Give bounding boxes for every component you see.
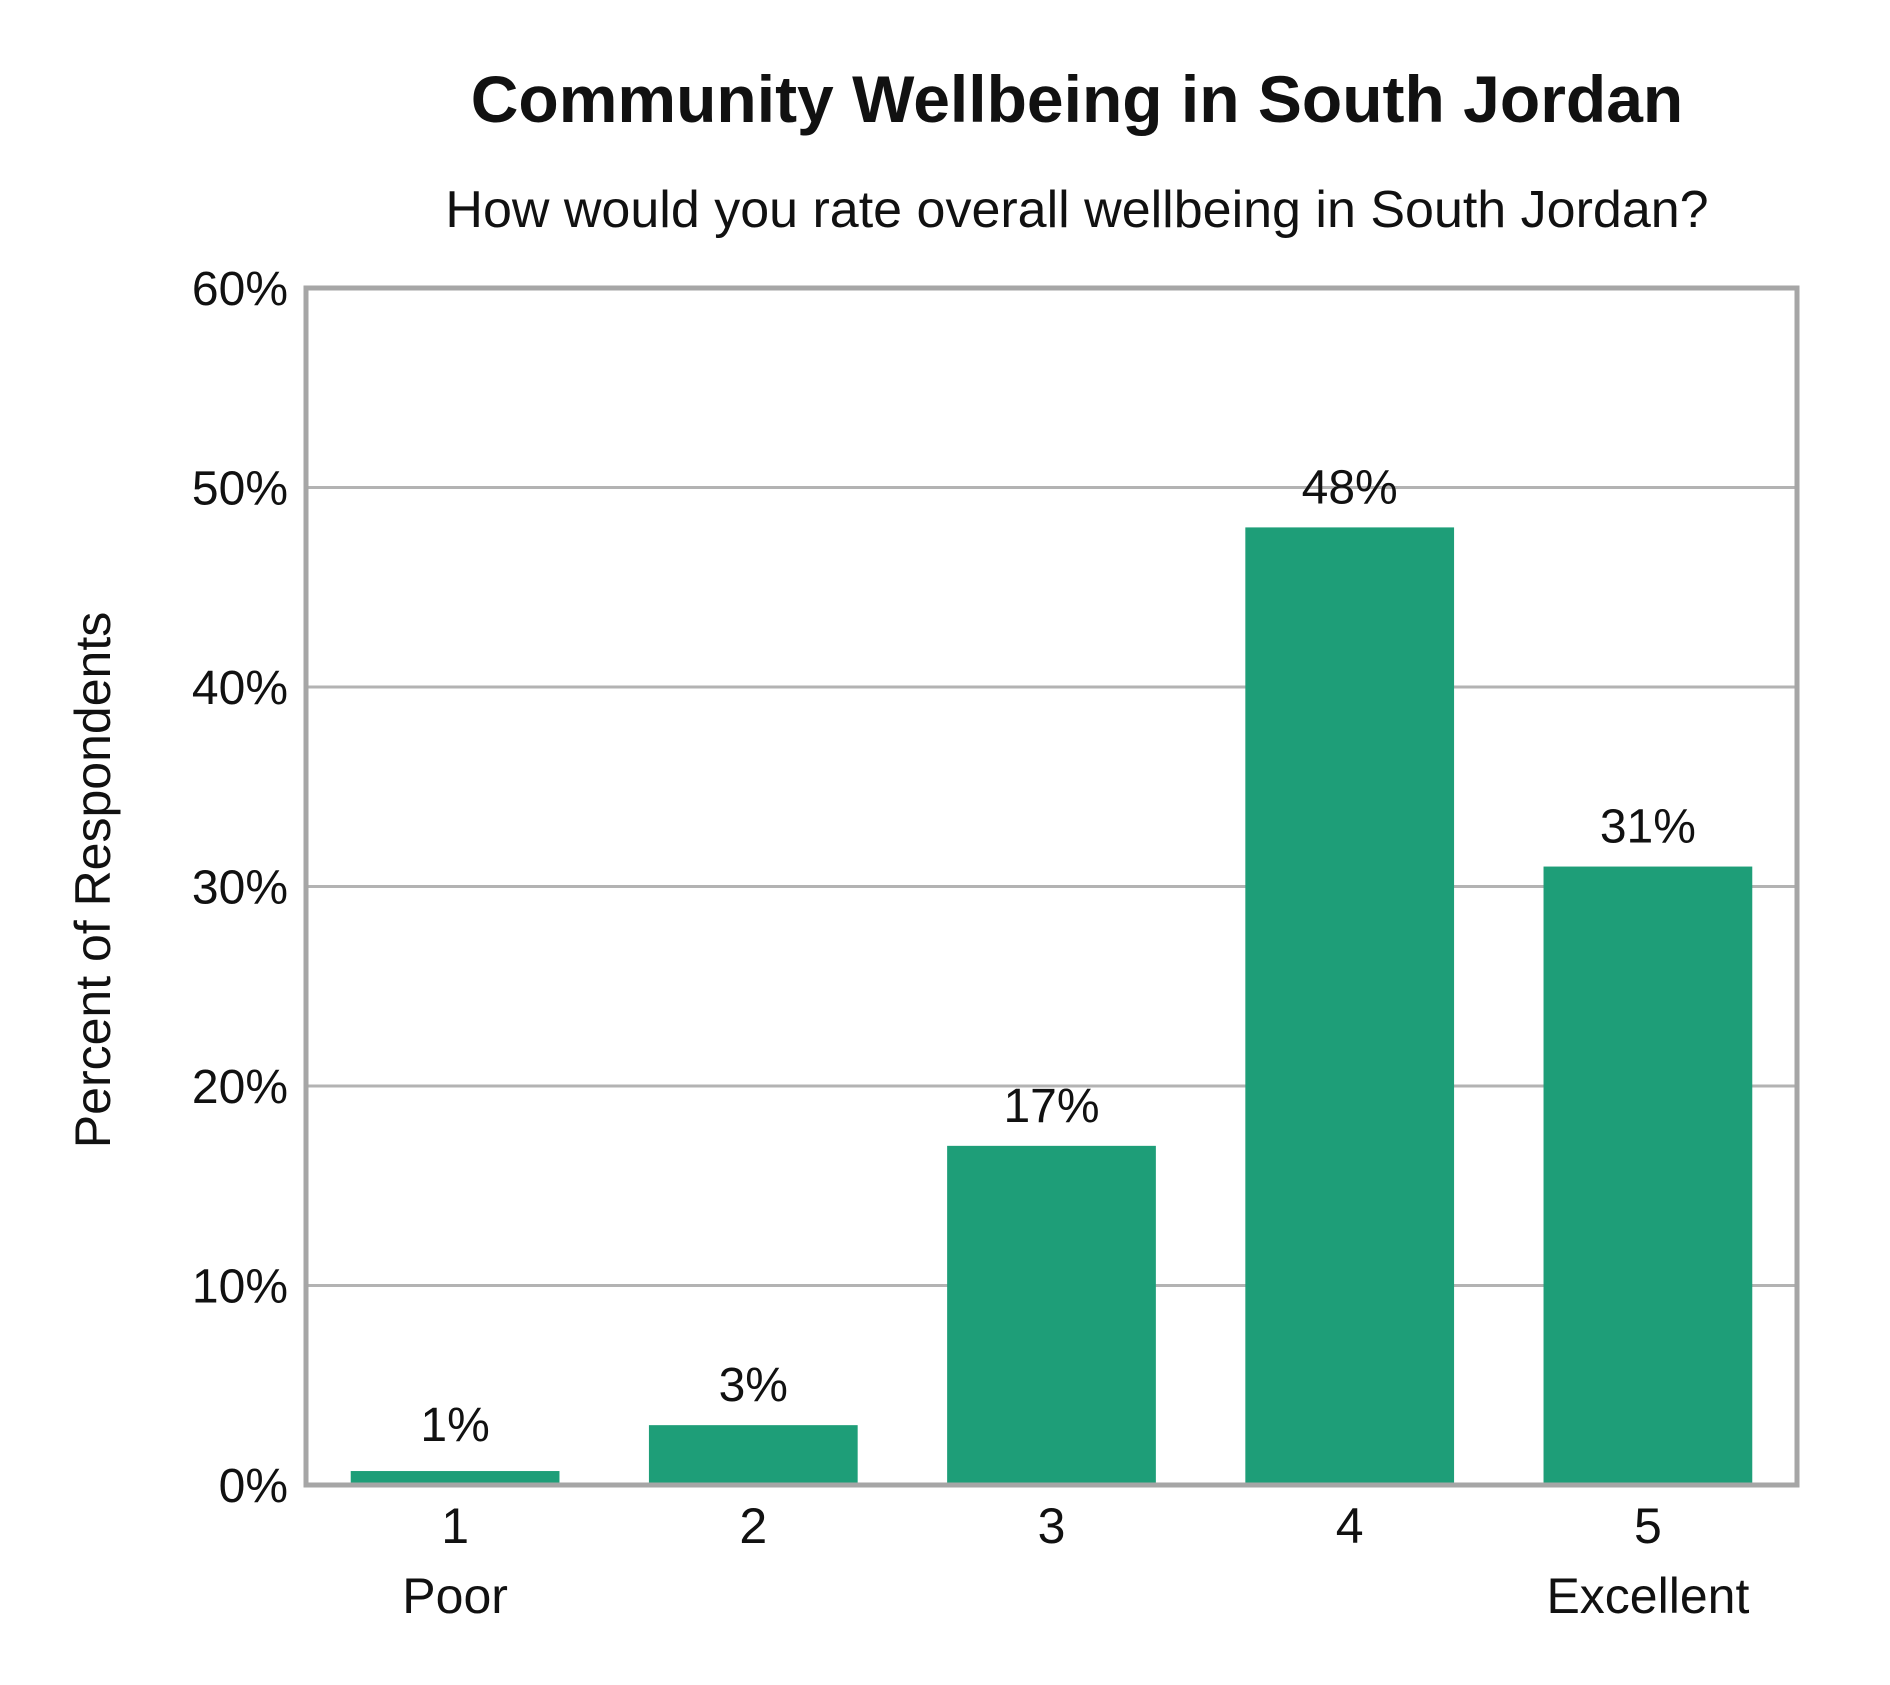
plot-frame xyxy=(303,285,1800,1488)
x-tick-label-3: 3 xyxy=(1038,1498,1066,1554)
data-labels: 1% 3% 17% 48% 31% xyxy=(420,461,1696,1452)
x-sublabel-1: Poor xyxy=(402,1568,508,1624)
y-tick-label-0: 0% xyxy=(219,1460,288,1513)
data-label-3: 17% xyxy=(1003,1080,1099,1133)
bar-3 xyxy=(947,1145,1156,1485)
x-tick-label-5: 5 xyxy=(1634,1498,1662,1554)
chart-title: Community Wellbeing in South Jordan xyxy=(471,62,1683,136)
data-label-2: 3% xyxy=(719,1359,788,1412)
bar-5 xyxy=(1543,866,1753,1485)
chart-subtitle: How would you rate overall wellbeing in … xyxy=(445,181,1708,239)
bar-2 xyxy=(648,1425,858,1485)
y-tick-label-30: 30% xyxy=(192,862,288,915)
y-tick-label-40: 40% xyxy=(192,662,288,715)
x-tick-label-4: 4 xyxy=(1336,1498,1364,1554)
data-label-1: 1% xyxy=(420,1399,489,1452)
data-label-4: 48% xyxy=(1302,461,1398,514)
y-tick-labels: 0% 10% 20% 30% 40% 50% 60% xyxy=(192,263,288,1513)
x-tick-label-2: 2 xyxy=(739,1498,767,1554)
x-tick-label-1: 1 xyxy=(441,1498,469,1554)
y-tick-label-10: 10% xyxy=(192,1261,288,1314)
bars xyxy=(350,527,1753,1485)
y-tick-label-20: 20% xyxy=(192,1061,288,1114)
y-tick-label-60: 60% xyxy=(192,263,288,316)
bar-4 xyxy=(1245,527,1455,1485)
bar-1 xyxy=(350,1471,560,1485)
x-sublabel-5: Excellent xyxy=(1546,1568,1749,1624)
y-tick-label-50: 50% xyxy=(192,463,288,516)
x-tick-labels: 1 Poor 2 3 4 5 Excellent xyxy=(402,1498,1749,1624)
y-axis-label: Percent of Respondents xyxy=(65,612,121,1148)
data-label-5: 31% xyxy=(1600,801,1696,854)
plot-border xyxy=(303,285,1800,1488)
